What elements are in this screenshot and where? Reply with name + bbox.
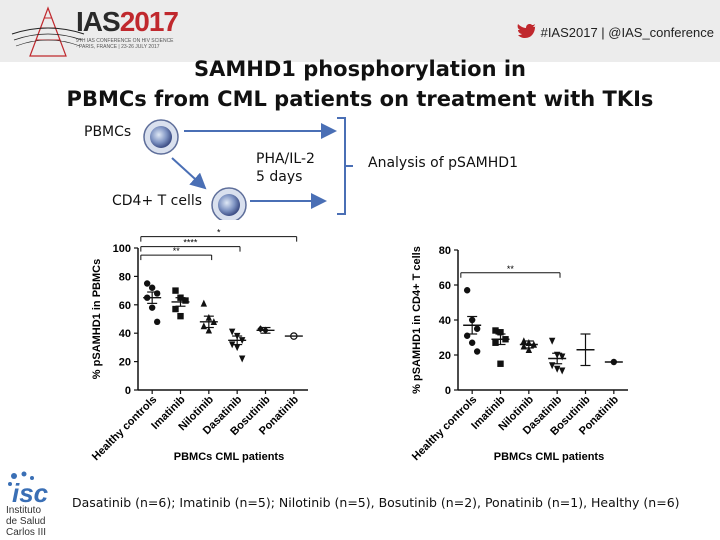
conference-logo-text: IAS2017 (76, 6, 179, 37)
data-point (143, 280, 151, 287)
y-axis-label: % pSAMHD1 in CD4+ T cells (411, 246, 423, 394)
data-point (520, 337, 528, 345)
data-point (525, 346, 533, 353)
y-tick-label: 60 (119, 300, 131, 312)
data-point (172, 287, 179, 294)
workflow-diagram (143, 117, 353, 220)
y-tick-label: 40 (119, 328, 131, 340)
slide-title-line2: PBMCs from CML patients on treatment wit… (66, 87, 654, 111)
data-point (228, 341, 236, 349)
data-point (497, 329, 504, 336)
data-point (233, 344, 241, 352)
pbmc-cell-icon (143, 119, 179, 155)
chart-cd4-t-cells: 0 20 40 60 80 % pSAMHD1 in CD4+ T cellsHealth… (410, 245, 628, 463)
data-point (257, 325, 264, 333)
isciii-logo-icon: isc (8, 471, 49, 508)
x-axis-label: PBMCs CML patients (494, 451, 604, 463)
data-point (200, 299, 208, 307)
cd4-label: CD4+ T cells (112, 193, 203, 209)
data-point (463, 287, 471, 294)
y-tick-label: 40 (439, 315, 451, 327)
x-category-label: Healthy controls (410, 394, 479, 463)
chart-pbmcs: 0 20 40 60 80 100 % pSAMHD1 in PBMCs Healthy co… (90, 228, 308, 463)
data-point (153, 318, 161, 326)
x-axis-label: PBMCs CML patients (174, 451, 284, 463)
data-point (473, 325, 481, 332)
data-point (558, 367, 566, 375)
y-tick-label: 60 (439, 280, 451, 292)
isciii-logo-text: Instituto de Salud Carlos III (6, 505, 47, 538)
significance-label: **** (183, 238, 198, 248)
y-axis-label: % pSAMHD1 in PBMCs (91, 259, 103, 379)
pbmcs-label: PBMCs (84, 124, 132, 140)
significance-label: ** (173, 246, 181, 256)
analysis-bracket (337, 117, 353, 215)
significance-label: ** (507, 264, 515, 274)
y-tick-label: 20 (439, 350, 451, 362)
y-tick-label: 20 (119, 357, 131, 369)
data-point (473, 348, 481, 355)
data-point (492, 339, 499, 346)
y-tick-label: 80 (439, 245, 451, 257)
svg-text:isc: isc (12, 478, 49, 508)
data-point (228, 328, 236, 336)
data-point (238, 355, 246, 363)
data-point (492, 327, 499, 334)
data-point (200, 322, 208, 330)
x-category-label: Healthy controls (90, 394, 159, 463)
arrow-pbmcs-to-cd4 (171, 157, 207, 190)
data-point (148, 284, 156, 291)
significance-label: * (217, 228, 221, 238)
conference-logo-subtitle: 9TH IAS CONFERENCE ON HIV SCIENCE · PARI… (76, 38, 174, 50)
sample-counts: Dasatinib (n=6); Imatinib (n=5); Nilotin… (72, 495, 680, 510)
y-tick-label: 0 (445, 385, 451, 397)
y-tick-label: 80 (119, 271, 131, 283)
header-bar: IAS2017 9TH IAS CONFERENCE ON HIV SCIENC… (0, 0, 720, 62)
eiffel-tower-logo-icon (11, 6, 85, 57)
slide-title: SAMHD1 phosphorylation in PBMCs from CML… (0, 54, 720, 114)
cd4-cell-icon (211, 187, 247, 220)
y-tick-label: 0 (125, 385, 131, 397)
stimulation-label: PHA/IL-2 5 days (256, 151, 315, 185)
data-point (497, 360, 504, 367)
data-point (148, 304, 156, 311)
data-point (182, 297, 189, 304)
data-point (558, 353, 566, 361)
y-tick-label: 100 (113, 243, 131, 255)
analysis-label: Analysis of pSAMHD1 (368, 155, 518, 171)
slide-title-line1: SAMHD1 phosphorylation in (193, 57, 526, 81)
twitter-handle: #IAS2017 | @IAS_conference (517, 24, 714, 40)
data-point (153, 290, 161, 297)
data-point (172, 305, 179, 313)
data-point (205, 326, 213, 334)
data-point (468, 339, 476, 346)
twitter-bird-icon (517, 24, 536, 38)
data-point (548, 337, 556, 345)
data-point (553, 365, 561, 373)
data-point (177, 312, 184, 320)
